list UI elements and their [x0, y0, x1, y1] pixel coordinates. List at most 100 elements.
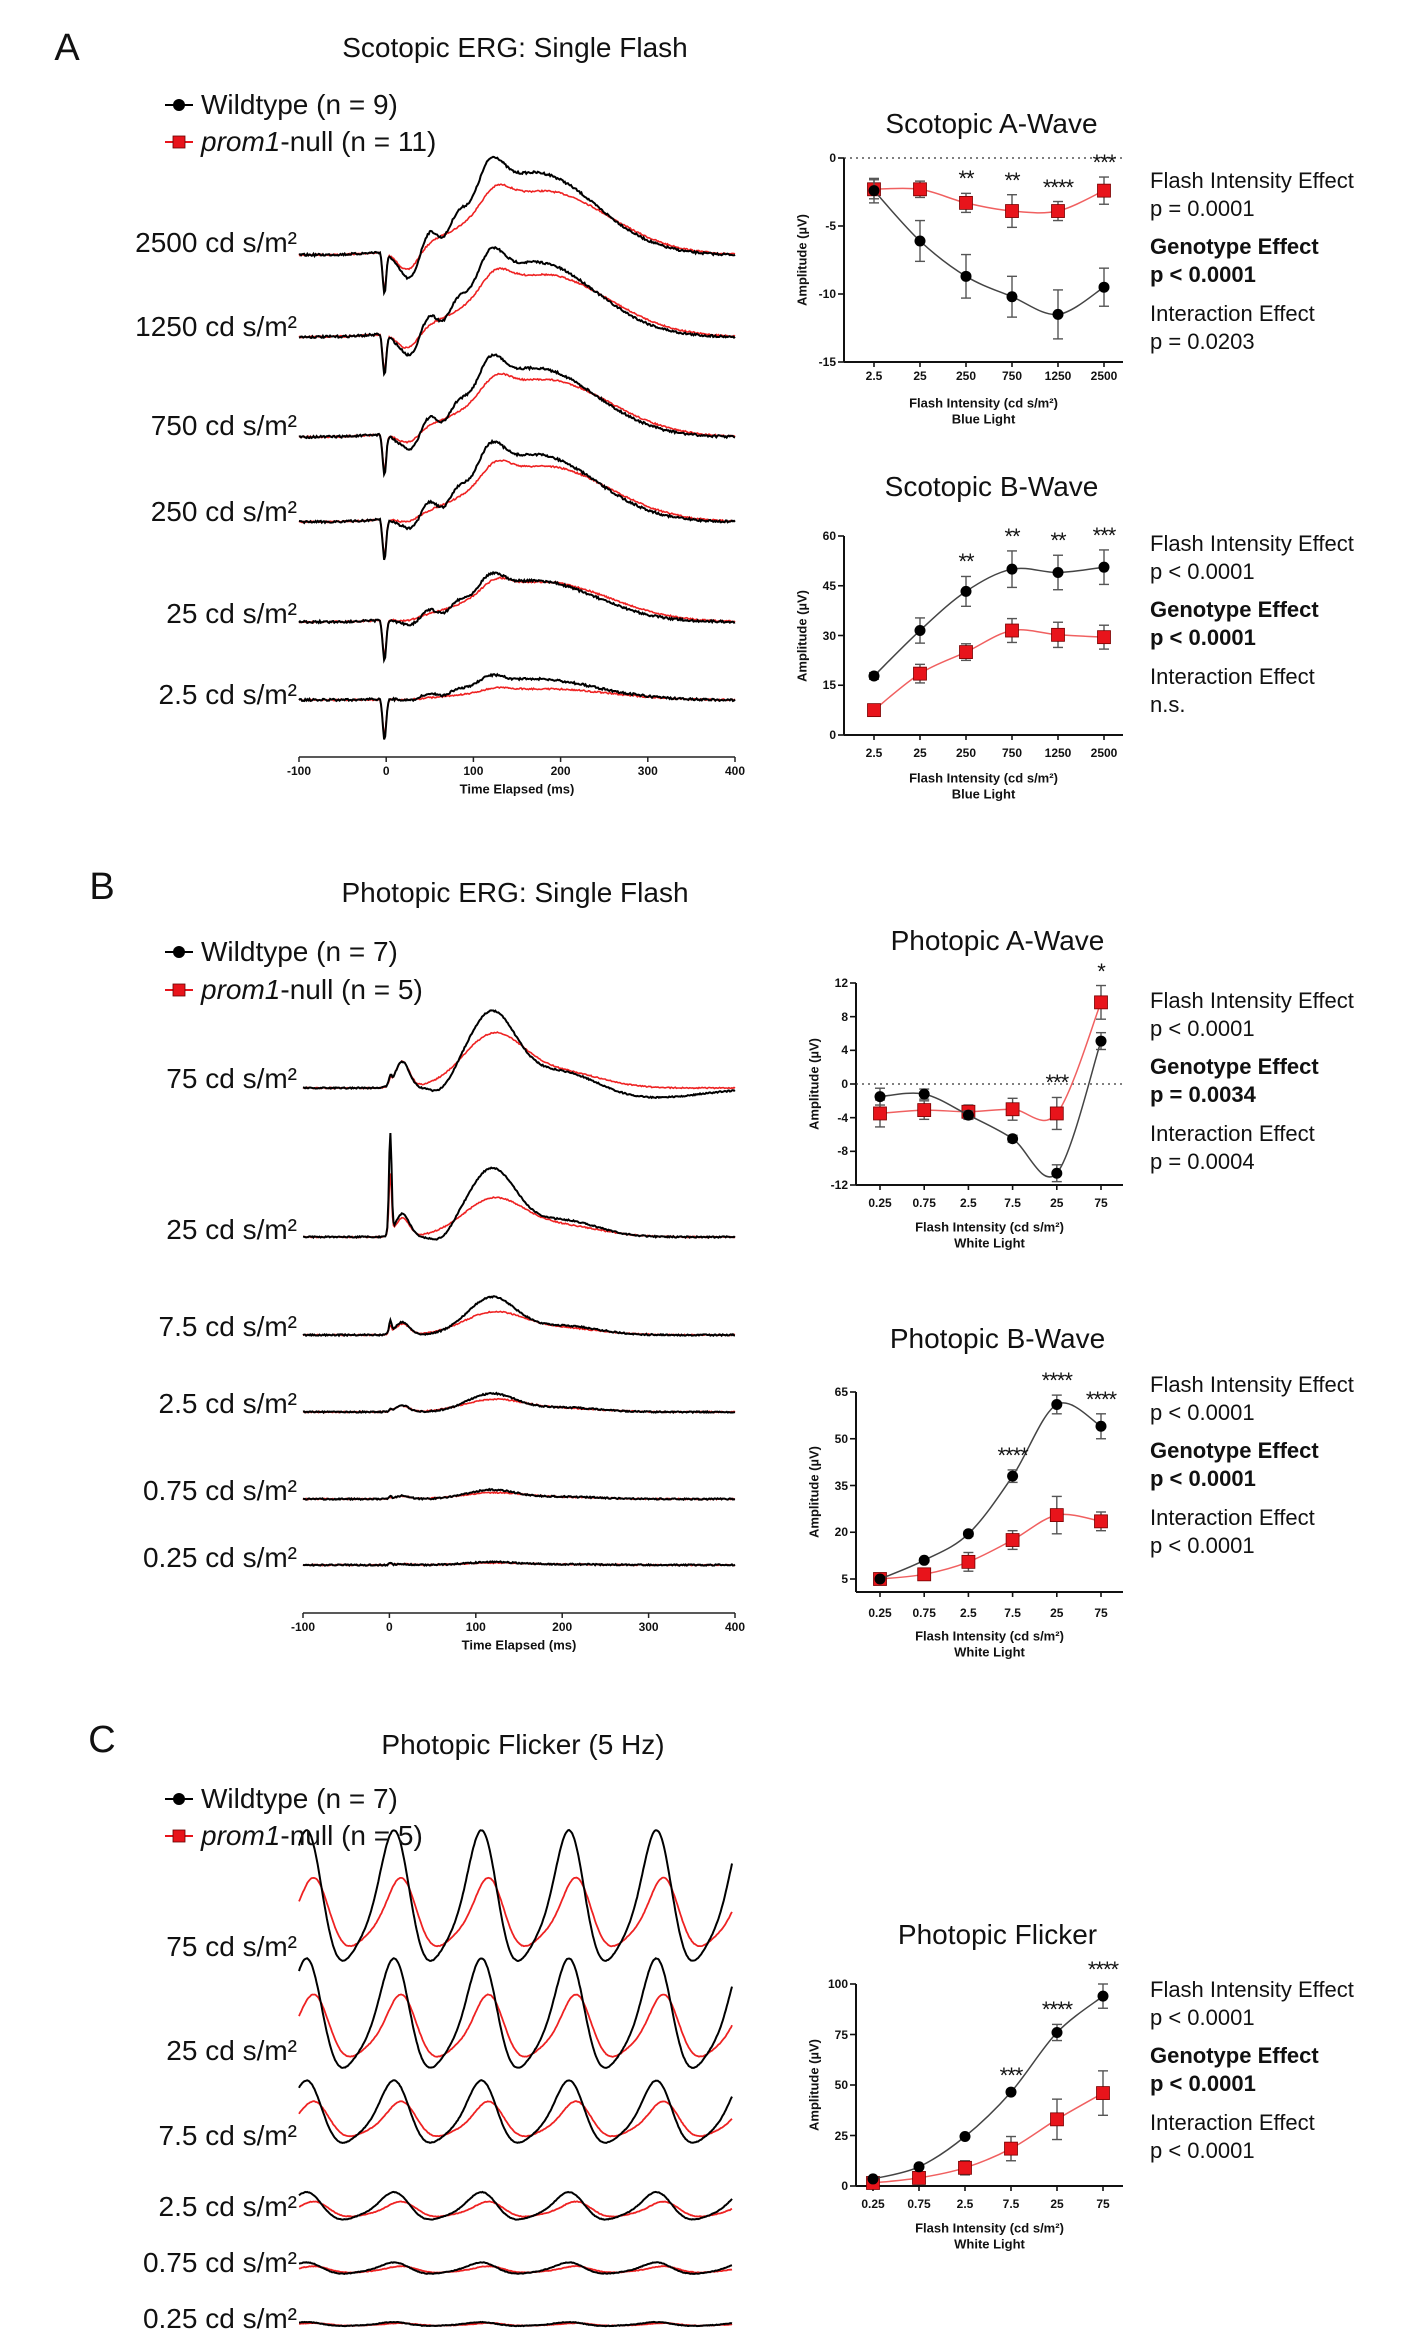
null-trace: [302, 1310, 736, 1337]
chart-title: Scotopic A-Wave: [885, 108, 1098, 139]
null-fit-curve: [879, 1002, 1102, 1122]
legend-null-marker: [172, 135, 186, 149]
stat-bold-text: p < 0.0001: [1150, 625, 1256, 650]
wildtype-trace: [298, 2190, 733, 2221]
legend-wildtype-label: Wildtype (n = 7): [201, 936, 398, 967]
stat-text: Flash Intensity Effect: [1150, 168, 1354, 193]
time-axis-tick-label: 100: [465, 1620, 486, 1634]
wildtype-trace: [298, 672, 736, 740]
stat-bold-text: p < 0.0001: [1150, 2071, 1256, 2096]
legend-null-gene: prom1: [201, 126, 281, 157]
stat-text: p < 0.0001: [1150, 559, 1255, 584]
y-axis-label: Amplitude (µV): [806, 1038, 822, 1130]
panel-title: Scotopic ERG: Single Flash: [342, 32, 688, 63]
null-data-point: [1004, 2141, 1018, 2156]
wildtype-data-point: [918, 1554, 930, 1566]
significance-marker: **: [958, 549, 974, 575]
wildtype-trace: [298, 570, 736, 664]
legend-wildtype-label: Wildtype (n = 7): [201, 1783, 398, 1814]
stat-bold-text: p < 0.0001: [1150, 262, 1256, 287]
x-axis-label: Flash Intensity (cd s/m²): [909, 395, 1058, 411]
y-tick-label: -4: [837, 1110, 848, 1125]
y-tick-label: 0: [829, 151, 836, 165]
significance-marker: ****: [997, 1442, 1028, 1468]
stat-text: Interaction Effect: [1150, 1121, 1315, 1146]
wildtype-data-point: [1098, 561, 1110, 573]
chart-title: Photopic B-Wave: [889, 1323, 1106, 1354]
x-tick-label: 750: [1001, 746, 1023, 760]
chart-title: Photopic Flicker: [897, 1919, 1098, 1950]
null-data-point: [912, 2171, 926, 2185]
y-tick-label: 65: [834, 1385, 848, 1399]
wildtype-data-point: [1005, 2086, 1017, 2098]
null-data-point: [1094, 995, 1108, 1010]
time-axis-label: Time Elapsed (ms): [461, 1637, 577, 1653]
x-axis-sublabel: Blue Light: [951, 786, 1016, 802]
panel-letter: B: [89, 866, 115, 908]
panel-title: Photopic Flicker (5 Hz): [381, 1729, 665, 1760]
x-axis-sublabel: White Light: [954, 1644, 1025, 1660]
legend-null-label: prom1-null (n = 5): [201, 976, 423, 1004]
significance-marker: ****: [1087, 1957, 1119, 1982]
stat-bold-text: Genotype Effect: [1150, 234, 1319, 259]
null-data-point: [959, 195, 973, 210]
null-data-point: [961, 1554, 976, 1569]
null-trace: [298, 576, 736, 659]
wildtype-trace: [302, 1132, 736, 1241]
significance-marker: ****: [1041, 1368, 1073, 1394]
wildtype-trace: [298, 245, 736, 378]
wildtype-data-point: [1007, 1133, 1019, 1145]
y-tick-label: 20: [834, 1525, 848, 1540]
wildtype-data-point: [960, 585, 972, 597]
legend-wildtype-label: Wildtype (n = 9): [201, 89, 398, 120]
x-axis-label: Flash Intensity (cd s/m²): [915, 1628, 1064, 1644]
wildtype-data-point: [1097, 1990, 1109, 2002]
intensity-label: 2500 cd s/m²: [135, 227, 297, 258]
time-axis-tick-label: 0: [382, 764, 390, 778]
wildtype-data-point: [1007, 1470, 1019, 1482]
null-data-point: [873, 1106, 887, 1121]
significance-marker: ***: [1092, 150, 1117, 176]
wildtype-data-point: [1006, 563, 1018, 575]
x-tick-label: 0.75: [912, 1606, 936, 1620]
stat-bold-text: Genotype Effect: [1150, 1054, 1319, 1079]
y-tick-label: -12: [830, 1178, 848, 1192]
time-axis-tick-label: 100: [463, 764, 484, 778]
wildtype-data-point: [914, 625, 926, 637]
time-axis-tick-label: 200: [552, 1620, 573, 1634]
null-trace: [298, 1876, 733, 1948]
null-data-point: [917, 1567, 932, 1582]
significance-marker: ***: [1092, 522, 1117, 548]
significance-marker: **: [958, 166, 974, 192]
stat-text: p < 0.0001: [1150, 1400, 1255, 1425]
wildtype-trace: [302, 1560, 736, 1568]
stat-text: p = 0.0203: [1150, 329, 1255, 354]
null-data-point: [1005, 204, 1019, 218]
legend-null-gene: prom1: [201, 1820, 281, 1851]
x-tick-label: 750: [1001, 369, 1023, 383]
x-axis-label: Flash Intensity (cd s/m²): [915, 1219, 1064, 1235]
wildtype-trace: [298, 438, 736, 561]
time-axis-tick-label: 200: [550, 764, 571, 778]
null-fit-curve: [872, 2092, 1104, 2184]
wildtype-data-point: [1052, 566, 1064, 578]
null-data-point: [1051, 204, 1065, 218]
null-data-point: [1051, 627, 1065, 642]
y-tick-label: 5: [841, 1572, 848, 1586]
wildtype-trace: [302, 1009, 736, 1100]
x-tick-label: 0.75: [907, 2197, 931, 2211]
intensity-label: 7.5 cd s/m²: [158, 1311, 297, 1342]
x-tick-label: 250: [955, 369, 977, 383]
null-data-point: [1049, 1508, 1064, 1523]
wildtype-data-point: [959, 2131, 971, 2143]
legend-null-rest: -null (n = 5): [280, 1820, 423, 1851]
stat-bold-text: Genotype Effect: [1150, 2043, 1319, 2068]
null-data-point: [958, 2160, 972, 2175]
stat-text: p = 0.0004: [1150, 1149, 1255, 1174]
null-data-point: [1097, 183, 1111, 198]
null-data-point: [1005, 1533, 1020, 1547]
y-tick-label: -15: [818, 355, 836, 369]
significance-marker: ****: [1041, 1997, 1073, 2023]
significance-marker: ***: [1045, 1070, 1069, 1096]
x-axis-sublabel: Blue Light: [951, 411, 1016, 427]
